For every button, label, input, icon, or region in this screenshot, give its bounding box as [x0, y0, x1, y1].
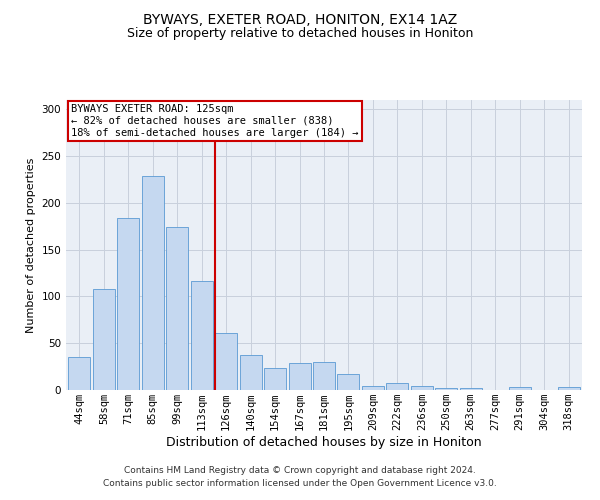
Y-axis label: Number of detached properties: Number of detached properties	[26, 158, 36, 332]
Text: BYWAYS EXETER ROAD: 125sqm
← 82% of detached houses are smaller (838)
18% of sem: BYWAYS EXETER ROAD: 125sqm ← 82% of deta…	[71, 104, 359, 138]
Bar	[411, 386, 433, 390]
Text: Size of property relative to detached houses in Honiton: Size of property relative to detached ho…	[127, 28, 473, 40]
Bar	[118, 218, 139, 390]
Bar	[557, 387, 580, 390]
X-axis label: Distribution of detached houses by size in Honiton: Distribution of detached houses by size …	[166, 436, 482, 449]
Text: Contains HM Land Registry data © Crown copyright and database right 2024.
Contai: Contains HM Land Registry data © Crown c…	[103, 466, 497, 487]
Bar	[264, 368, 286, 390]
Text: BYWAYS, EXETER ROAD, HONITON, EX14 1AZ: BYWAYS, EXETER ROAD, HONITON, EX14 1AZ	[143, 12, 457, 26]
Bar	[362, 386, 384, 390]
Bar	[313, 362, 335, 390]
Bar	[386, 384, 409, 390]
Bar	[166, 227, 188, 390]
Bar	[460, 388, 482, 390]
Bar	[215, 333, 237, 390]
Bar	[191, 282, 213, 390]
Bar	[93, 289, 115, 390]
Bar	[68, 358, 91, 390]
Bar	[142, 176, 164, 390]
Bar	[337, 374, 359, 390]
Bar	[289, 363, 311, 390]
Bar	[435, 388, 457, 390]
Bar	[239, 356, 262, 390]
Bar	[509, 387, 530, 390]
